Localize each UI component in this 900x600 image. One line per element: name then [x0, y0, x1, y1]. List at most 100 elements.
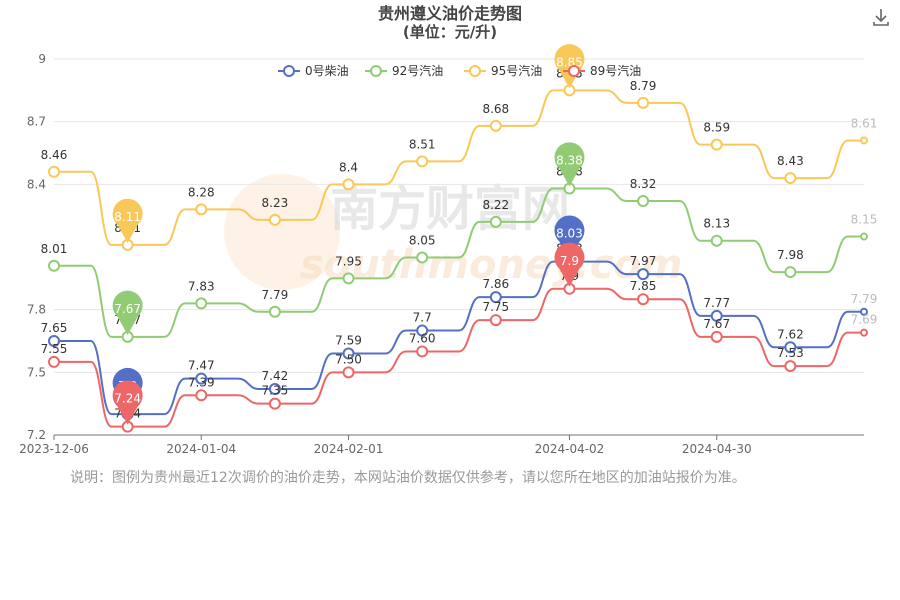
data-point[interactable]	[268, 213, 281, 226]
y-tick-label: 8.7	[27, 115, 46, 129]
data-point[interactable]	[195, 203, 208, 216]
data-point[interactable]	[860, 232, 868, 241]
data-point[interactable]	[489, 314, 502, 327]
data-label: 7.79	[262, 288, 289, 302]
data-point[interactable]	[416, 251, 429, 264]
data-label: 8.22	[482, 198, 509, 212]
legend: 0号柴油 92号汽油 95号汽油 89号汽油	[278, 63, 641, 78]
legend-item[interactable]: 0号柴油	[278, 64, 349, 78]
data-point[interactable]	[342, 366, 355, 379]
data-label: 8.43	[777, 154, 804, 168]
legend-item[interactable]: 95号汽油	[464, 63, 542, 78]
data-point[interactable]	[195, 372, 208, 385]
download-icon	[873, 9, 889, 26]
data-label: 7.65	[41, 321, 68, 335]
data-label: 7.55	[41, 342, 68, 356]
data-label: 8.46	[41, 148, 68, 162]
pin-marker: 8.38	[554, 142, 585, 187]
data-point[interactable]	[489, 119, 502, 132]
pin-shape	[554, 44, 585, 89]
x-tick-label: 2024-02-01	[314, 442, 384, 456]
data-label: 7.77	[703, 296, 730, 310]
series-line	[54, 260, 864, 416]
series-line	[54, 89, 864, 246]
data-point[interactable]	[710, 234, 723, 247]
data-label: 7.62	[777, 327, 804, 341]
x-tick-label: 2024-04-30	[682, 442, 752, 456]
pin-shape	[554, 242, 585, 287]
data-label: 8.4	[339, 160, 358, 174]
pin-marker: 7.67	[112, 290, 143, 335]
data-point[interactable]	[860, 136, 868, 145]
pin-marker: 8.85	[554, 44, 585, 89]
data-point[interactable]	[489, 215, 502, 228]
legend-marker	[568, 65, 580, 77]
chart-title: 贵州遵义油价走势图	[378, 4, 522, 23]
data-label: 7.75	[482, 300, 509, 314]
data-point[interactable]	[784, 172, 797, 185]
data-point[interactable]	[710, 330, 723, 343]
data-point[interactable]	[195, 389, 208, 402]
data-label: 8.28	[188, 185, 215, 199]
data-point[interactable]	[48, 165, 60, 178]
data-point[interactable]	[342, 272, 355, 285]
data-point[interactable]	[489, 291, 502, 304]
data-point[interactable]	[637, 96, 650, 109]
data-point[interactable]	[342, 178, 355, 191]
data-point[interactable]	[637, 293, 650, 306]
data-point[interactable]	[860, 328, 868, 337]
data-point[interactable]	[48, 335, 60, 347]
data-label: 7.59	[335, 334, 362, 348]
data-label: 8.79	[630, 79, 657, 93]
data-point[interactable]	[48, 355, 60, 368]
data-point[interactable]	[342, 347, 355, 360]
data-label: 8.51	[409, 137, 436, 151]
series-line	[54, 287, 864, 428]
data-point[interactable]	[268, 397, 281, 410]
download-button[interactable]	[868, 4, 894, 30]
data-point[interactable]	[784, 360, 797, 373]
pin-label: 7.67	[114, 302, 141, 316]
data-point[interactable]	[416, 155, 429, 168]
data-label: 8.23	[262, 196, 289, 210]
pin-label: 8.11	[114, 210, 141, 224]
watermark-logo-icon	[224, 174, 340, 290]
data-point[interactable]	[710, 138, 723, 151]
data-label: 8.01	[41, 242, 68, 256]
data-label: 8.05	[409, 233, 436, 247]
y-tick-label: 7.2	[27, 428, 46, 442]
data-label: 7.79	[851, 292, 878, 306]
legend-item[interactable]: 92号汽油	[365, 63, 443, 78]
watermark-brand: 南方财富网	[330, 181, 570, 237]
data-point[interactable]	[860, 307, 868, 316]
data-point[interactable]	[637, 195, 650, 208]
legend-label: 92号汽油	[392, 63, 443, 78]
data-point[interactable]	[784, 266, 797, 279]
data-point[interactable]	[637, 268, 650, 281]
x-tick-label: 2024-04-02	[535, 442, 605, 456]
data-label: 8.32	[630, 177, 657, 191]
data-point[interactable]	[268, 305, 281, 318]
data-label: 7.39	[188, 375, 215, 389]
data-label: 7.86	[482, 277, 509, 291]
data-label: 7.98	[777, 248, 804, 262]
data-label: 8.68	[482, 102, 509, 116]
data-point[interactable]	[416, 345, 429, 358]
y-tick-label: 9	[38, 52, 46, 66]
watermark-domain: southmoney.com	[300, 242, 683, 288]
data-point[interactable]	[416, 324, 429, 337]
data-point[interactable]	[710, 309, 723, 322]
pin-marker: 8.11	[112, 198, 143, 243]
x-tick-label: 2024-01-04	[166, 442, 236, 456]
data-point[interactable]	[48, 259, 60, 272]
pin-shape	[554, 142, 585, 187]
data-point[interactable]	[784, 341, 797, 354]
data-label: 7.7	[413, 311, 432, 325]
data-point[interactable]	[195, 297, 208, 310]
data-label: 7.47	[188, 359, 215, 373]
legend-label: 0号柴油	[305, 64, 349, 78]
data-point[interactable]	[268, 383, 281, 396]
data-label: 8.61	[851, 116, 878, 130]
data-label: 7.35	[262, 384, 289, 398]
legend-item[interactable]: 89号汽油	[563, 63, 641, 78]
